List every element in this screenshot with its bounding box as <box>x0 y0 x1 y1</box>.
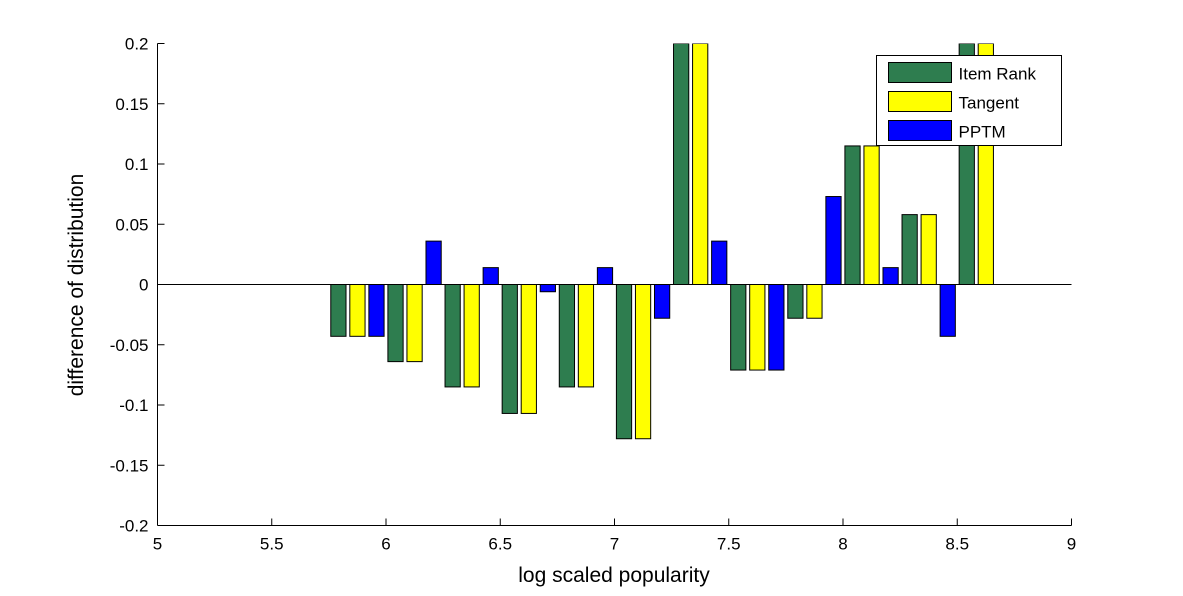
legend-swatch-pptm <box>888 120 952 141</box>
bar-item-rank-9 <box>844 145 861 285</box>
bar-item-rank-0 <box>330 284 347 337</box>
x-tick-label: 7 <box>610 535 619 554</box>
legend-swatch-item-rank <box>888 62 952 83</box>
x-tick-label: 7.5 <box>717 535 741 554</box>
bar-item-rank-1 <box>387 284 404 363</box>
x-tick-label: 8.5 <box>945 535 969 554</box>
y-axis-title: difference of distribution <box>65 174 88 397</box>
bar-pptm-0 <box>368 284 385 337</box>
x-tick-label: 9 <box>1067 535 1076 554</box>
bar-item-rank-3 <box>501 284 518 414</box>
bar-tangent-3 <box>520 284 537 414</box>
bar-pptm-1 <box>425 240 442 285</box>
bar-tangent-4 <box>577 284 595 388</box>
bar-tangent-0 <box>349 284 366 337</box>
y-tick-label: -0.2 <box>119 517 148 536</box>
bar-item-rank-2 <box>444 284 461 388</box>
legend-label: Tangent <box>959 94 1020 113</box>
bar-tangent-9 <box>863 145 880 285</box>
bar-item-rank-10 <box>901 214 918 285</box>
bar-pptm-6 <box>711 240 728 285</box>
bar-item-rank-4 <box>558 284 576 388</box>
bar-pptm-9 <box>882 267 899 286</box>
x-axis-ticks: 5 5.5 6 6.5 7 7.5 8 8.5 9 <box>153 518 1076 554</box>
bar-item-rank-5 <box>615 284 633 440</box>
bar-pptm-8 <box>825 196 842 285</box>
x-tick-label: 6 <box>381 535 390 554</box>
y-tick-label: 0.2 <box>125 35 149 54</box>
y-tick-label: 0.15 <box>115 95 148 114</box>
legend: Item Rank Tangent PPTM <box>876 55 1062 146</box>
bar-pptm-2 <box>482 267 499 286</box>
y-tick-label: -0.05 <box>110 336 149 355</box>
legend-swatch-tangent <box>888 91 952 112</box>
y-tick-label: 0.1 <box>125 155 149 174</box>
y-tick-label: -0.15 <box>110 456 149 475</box>
bar-item-rank-8 <box>787 284 804 319</box>
x-tick-label: 8 <box>838 535 847 554</box>
x-tick-label: 6.5 <box>488 535 512 554</box>
y-axis-ticks: -0.2 -0.15 -0.1 -0.05 0 0.05 0.1 0.15 0.2 <box>110 35 165 536</box>
legend-label: Item Rank <box>959 65 1037 84</box>
bar-tangent-10 <box>920 214 937 285</box>
bar-tangent-6 <box>692 43 709 285</box>
x-axis-title: log scaled popularity <box>518 564 710 587</box>
bar-pptm-3 <box>539 284 556 293</box>
bar-pptm-5 <box>653 284 671 319</box>
bar-item-rank-6 <box>673 43 690 285</box>
bar-tangent-8 <box>806 284 823 319</box>
bar-pptm-7 <box>768 284 785 371</box>
bar-tangent-1 <box>406 284 423 363</box>
y-tick-label: 0 <box>139 276 148 295</box>
bar-item-rank-7 <box>730 284 747 371</box>
bar-tangent-7 <box>749 284 766 371</box>
legend-label: PPTM <box>959 123 1006 142</box>
y-tick-label: 0.05 <box>115 215 148 234</box>
y-tick-label: -0.1 <box>119 396 148 415</box>
bar-tangent-5 <box>634 284 652 440</box>
bar-pptm-4 <box>596 267 614 286</box>
x-tick-label: 5 <box>153 535 162 554</box>
x-tick-label: 5.5 <box>260 535 284 554</box>
bar-tangent-2 <box>463 284 480 388</box>
bar-pptm-10 <box>939 284 956 337</box>
bars-group <box>330 43 994 440</box>
